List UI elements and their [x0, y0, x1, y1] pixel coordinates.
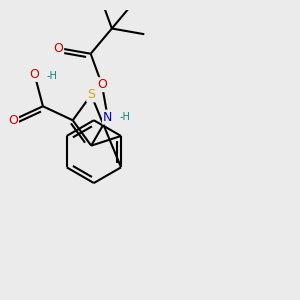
Text: O: O [8, 114, 18, 127]
Text: O: O [53, 41, 63, 55]
Text: -H: -H [119, 112, 130, 122]
Text: O: O [30, 68, 40, 81]
Text: O: O [97, 78, 107, 91]
Text: -H: -H [46, 71, 57, 81]
Text: N: N [103, 111, 112, 124]
Text: S: S [87, 88, 95, 101]
